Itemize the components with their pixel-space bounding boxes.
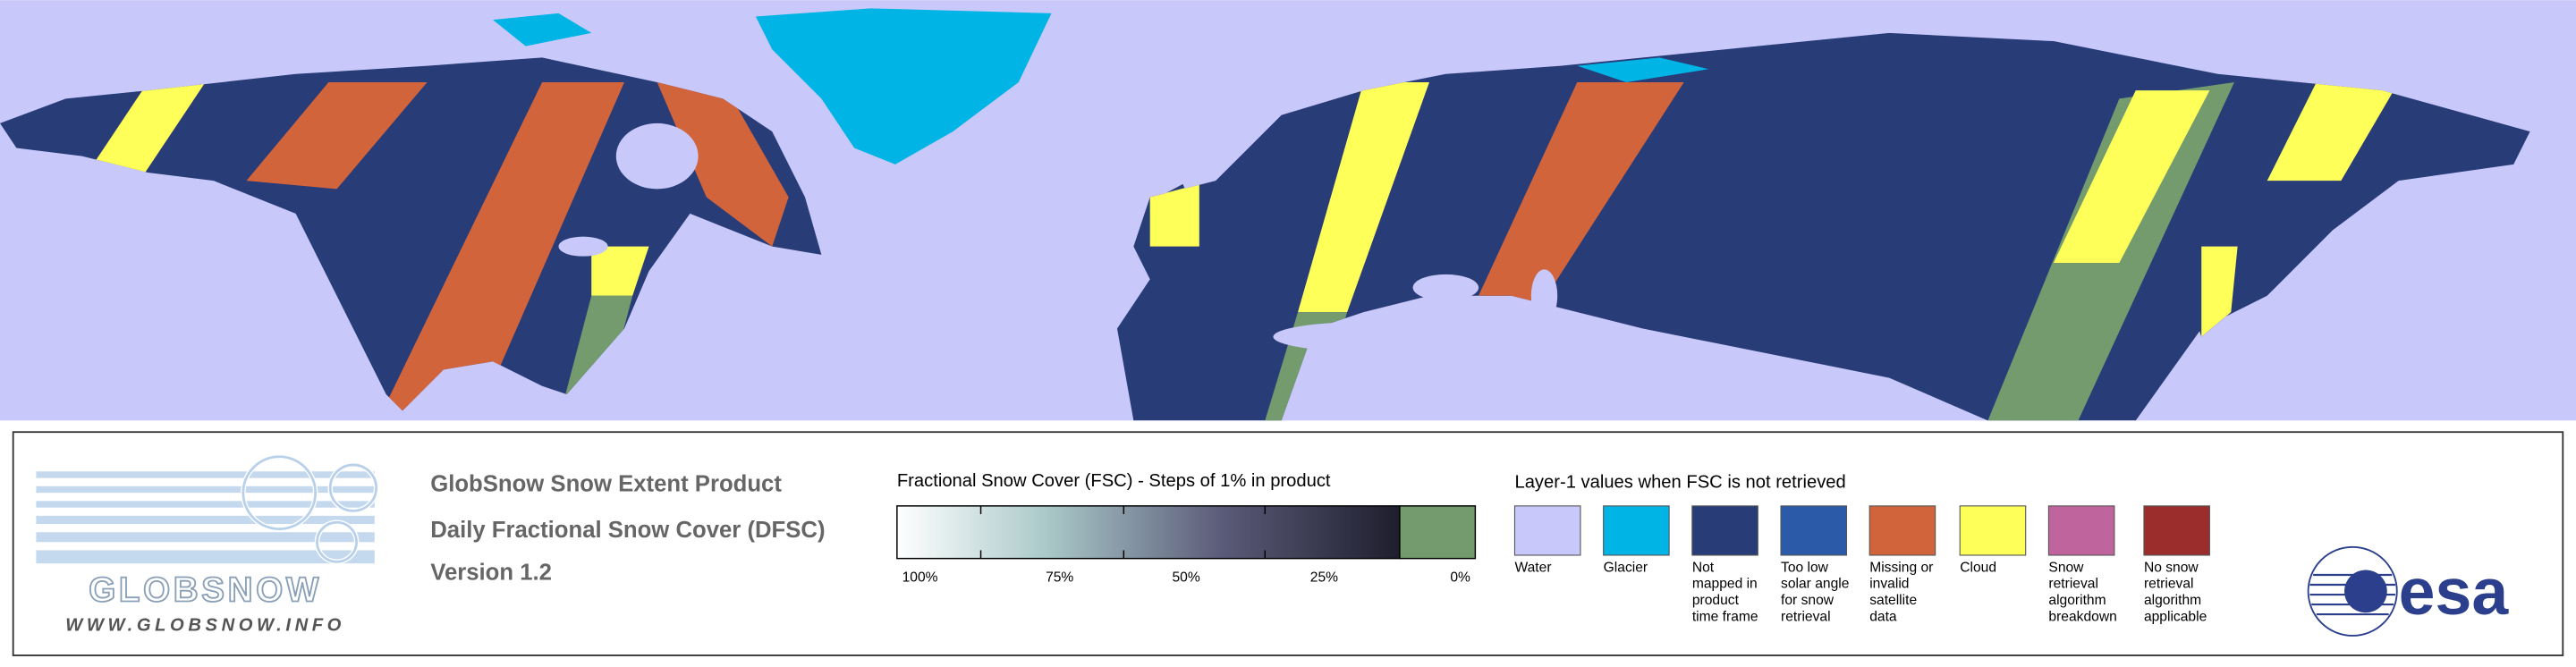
map	[0, 0, 2576, 421]
product-subtitle: Daily Fractional Snow Cover (DFSC)	[430, 518, 825, 543]
class-label: Cloud	[1960, 558, 1997, 575]
fsc-zero-swatch	[1399, 505, 1477, 560]
fsc-ticks	[979, 505, 1267, 559]
class-label-box: Missing or invalid satellite data	[1869, 558, 1934, 625]
class-swatch	[1780, 505, 1848, 556]
product-version: Version 1.2	[430, 561, 552, 586]
class-label-box: No snow retrieval algorithm applicable	[2143, 558, 2207, 625]
globsnow-logo: GLOBSNOW WWW.GLOBSNOW.INFO	[36, 453, 379, 635]
class-label-box: Glacier	[1603, 558, 1648, 575]
class-label-box: Water	[1514, 558, 1552, 575]
fsc-label: 0%	[1450, 570, 1470, 585]
fsc-label: 50%	[1172, 570, 1199, 585]
class-label: Missing or invalid satellite data	[1869, 558, 1934, 625]
class-swatch	[1868, 505, 1936, 556]
layer1-title: Layer-1 values when FSC is not retrieved	[1514, 473, 1845, 493]
class-swatch	[1691, 505, 1758, 556]
product-title: GlobSnow Snow Extent Product	[430, 471, 782, 496]
fsc-title: Fractional Snow Cover (FSC) - Steps of 1…	[897, 471, 1331, 491]
class-label-box: Snow retrieval algorithm breakdown	[2048, 558, 2117, 625]
class-label: Water	[1514, 558, 1552, 575]
class-label: Glacier	[1603, 558, 1648, 575]
class-swatch	[1513, 505, 1581, 556]
class-label-box: Too low solar angle for snow retrieval	[1781, 558, 1850, 625]
class-swatch	[2143, 505, 2210, 556]
class-label: Not mapped in product time frame	[1691, 558, 1758, 625]
class-swatch	[2047, 505, 2115, 556]
fsc-label: 100%	[902, 570, 938, 585]
class-label: Too low solar angle for snow retrieval	[1781, 558, 1850, 625]
class-label-box: Cloud	[1960, 558, 1997, 575]
class-label: No snow retrieval algorithm applicable	[2143, 558, 2207, 625]
class-swatch	[1603, 505, 1670, 556]
class-swatch	[1959, 505, 2027, 556]
agency-name: esa	[2399, 554, 2510, 629]
fsc-label: 25%	[1310, 570, 1338, 585]
logo-url: WWW.GLOBSNOW.INFO	[65, 615, 345, 635]
class-label-box: Not mapped in product time frame	[1691, 558, 1758, 625]
class-label: Snow retrieval algorithm breakdown	[2048, 558, 2117, 625]
esa-logo: esa	[2307, 545, 2510, 637]
fsc-colorbar	[896, 505, 1401, 560]
fsc-label: 75%	[1046, 570, 1073, 585]
logo-name: GLOBSNOW	[89, 570, 322, 609]
